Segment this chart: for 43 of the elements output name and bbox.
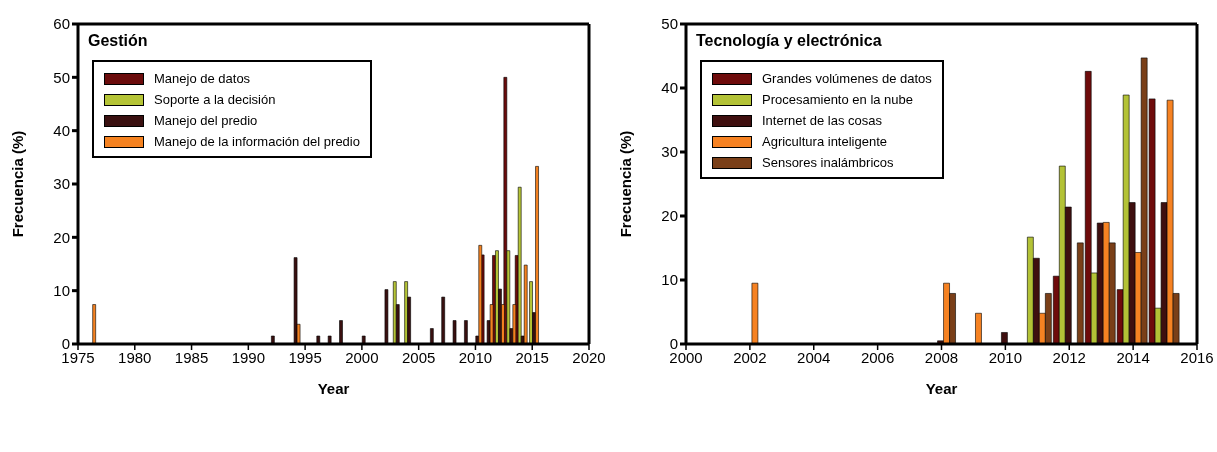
x-tick-label: 2002 [733,348,767,366]
x-tick-label: 2005 [401,348,436,366]
x-tick-label: 2008 [924,348,959,366]
x-tick-label: 2010 [458,348,493,366]
x-axis-title: Year [317,380,350,397]
x-tick-label: 2012 [1052,348,1086,366]
legend-label: Manejo del predio [154,113,258,128]
legend-label: Internet de las cosas [762,113,882,128]
x-tick-label: 2014 [1116,348,1150,366]
legend-label: Agricultura inteligente [762,134,888,149]
x-tick-label: 1990 [231,348,266,366]
x-tick-label: 2010 [988,348,1023,366]
y-tick-label: 40 [661,79,678,97]
y-tick-label: 40 [53,121,70,139]
y-axis-title: Frecuencia (%) [617,130,635,238]
y-axis-title: Frecuencia (%) [9,130,27,238]
text: Gestión [88,32,148,50]
legend-label: Sensores inalámbricos [762,155,894,170]
legend-label: Soporte a la decisión [154,92,276,107]
legend-label: Manejo de la información del predio [154,134,360,149]
x-tick-label: 1995 [288,348,322,366]
x-tick-label: 2020 [572,348,606,366]
x-tick-label: 1980 [118,348,152,366]
x-tick-label: 2006 [860,348,895,366]
text: Tecnología y electrónica [696,32,882,50]
y-tick-label: 10 [53,281,70,299]
x-tick-label: 2004 [797,348,831,366]
x-tick-label: 2000 [345,348,379,366]
x-axis-title: Year [925,380,958,397]
legend-label: Grandes volúmenes de datos [762,71,932,86]
x-tick-label: 2016 [1180,348,1214,366]
y-tick-label: 30 [661,143,678,161]
y-tick-label: 60 [53,15,70,33]
y-tick-label: 50 [661,15,678,33]
y-tick-label: 50 [53,68,70,86]
legend-label: Manejo de datos [154,71,251,86]
legend-label: Procesamiento en la nube [762,92,914,107]
y-tick-label: 20 [661,207,678,225]
x-tick-label: 2015 [515,348,549,366]
y-tick-label: 30 [53,175,70,193]
y-tick-label: 20 [53,228,70,246]
x-tick-label: 1985 [174,348,209,366]
y-tick-label: 10 [661,271,678,289]
